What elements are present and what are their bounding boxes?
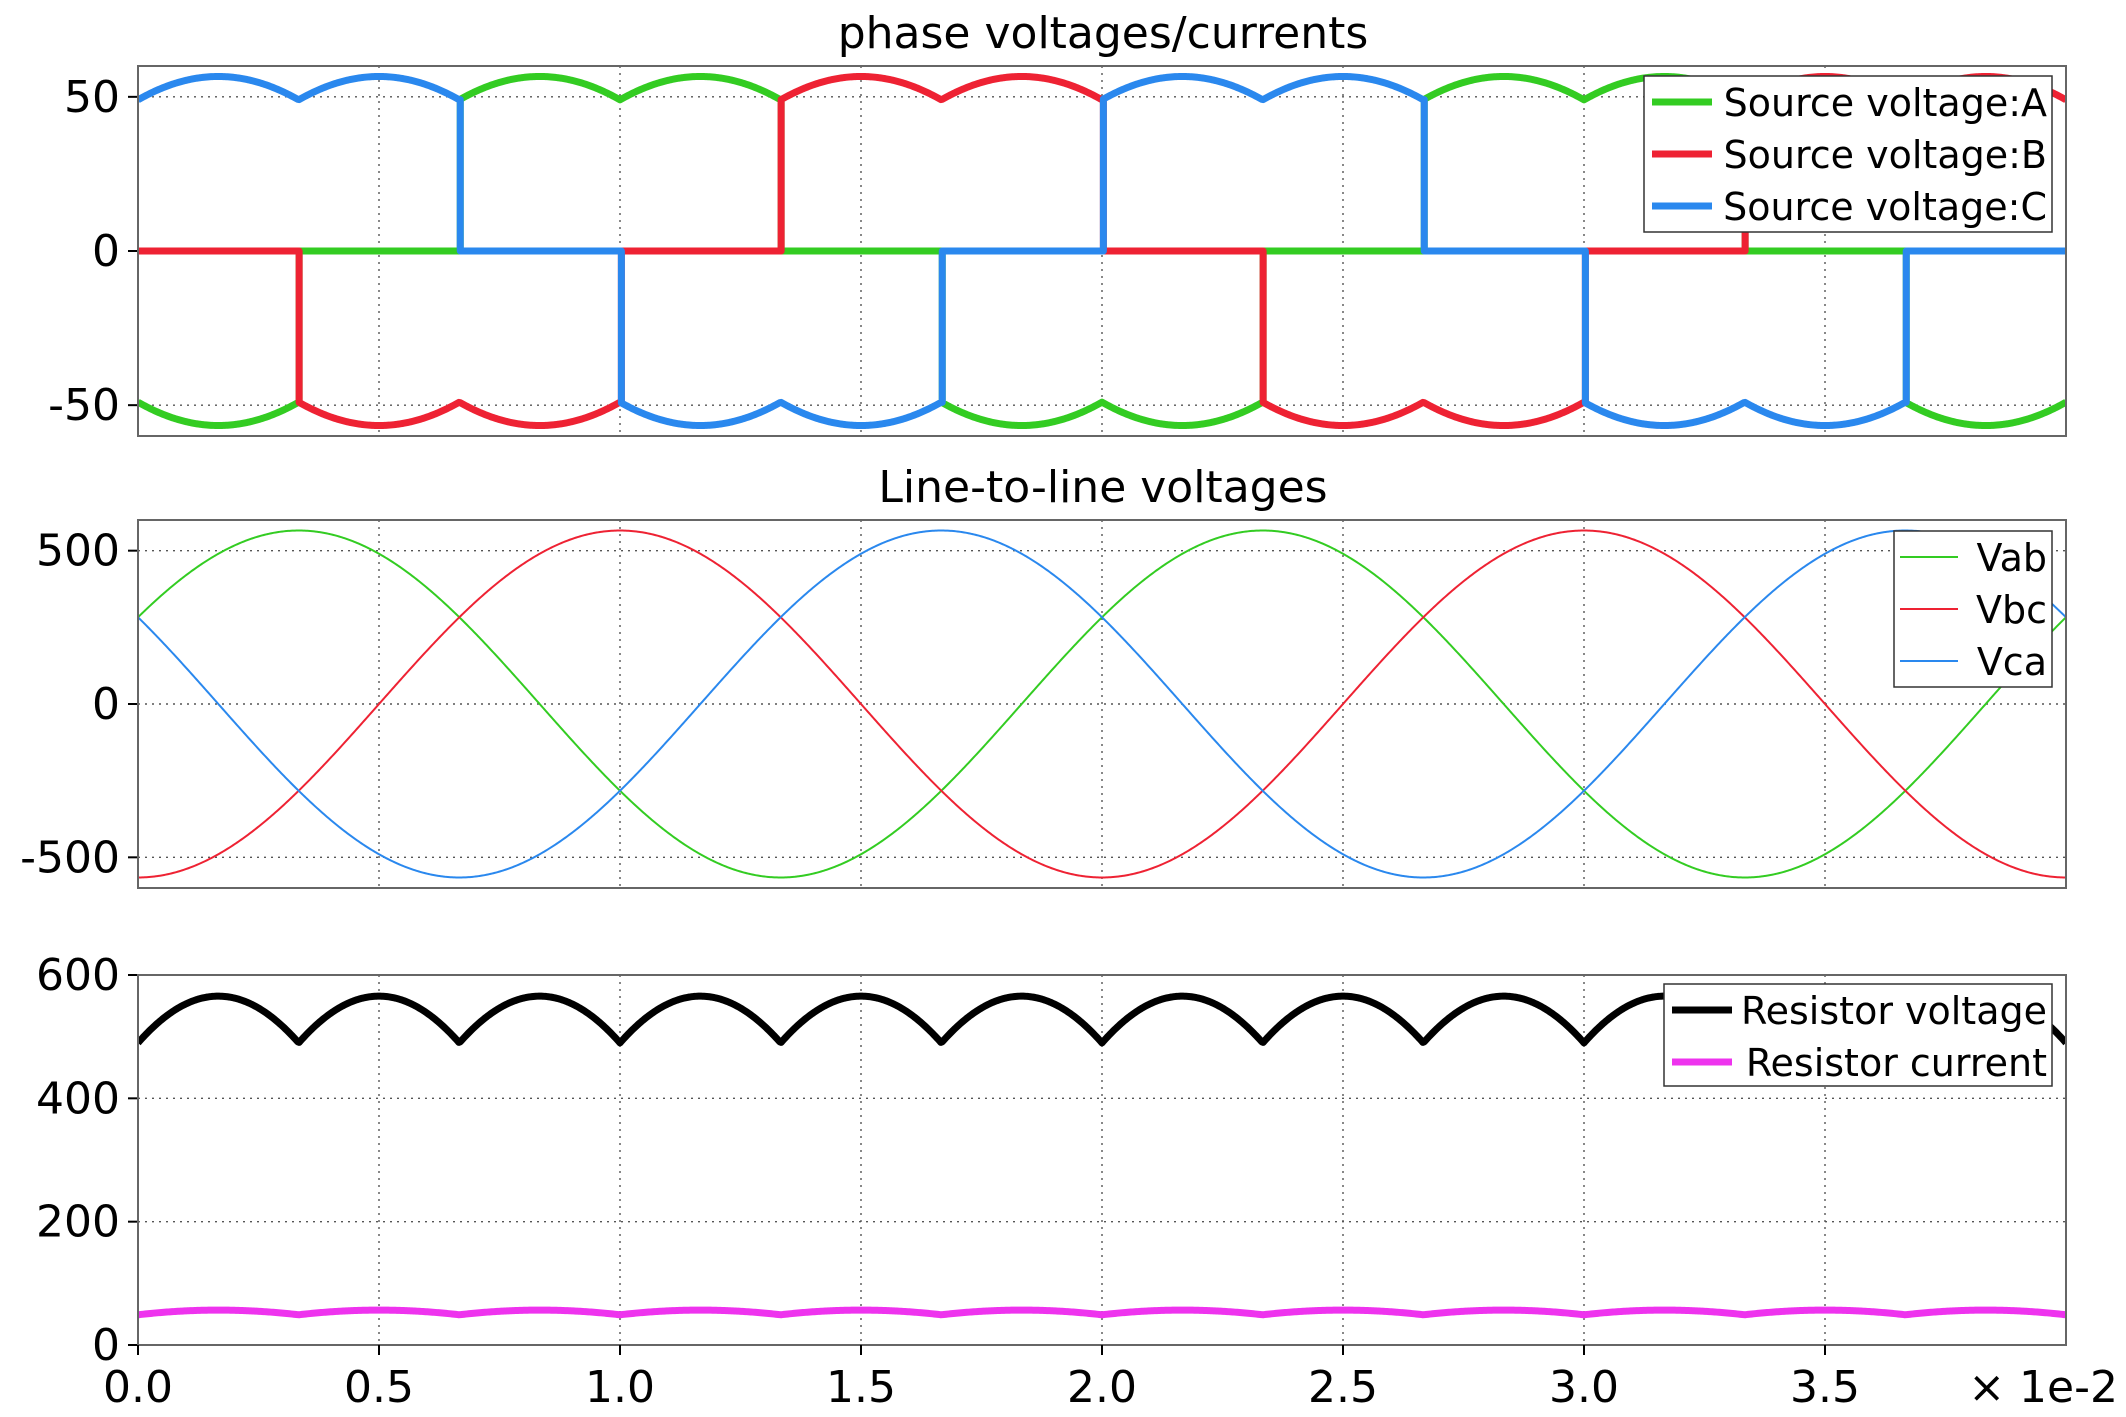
y-tick-label: 0 — [92, 226, 120, 277]
y-tick-label: -500 — [20, 832, 120, 883]
chart-title: phase voltages/currents — [838, 8, 1369, 59]
y-tick-label: 400 — [36, 1073, 120, 1124]
legend: Resistor voltage Resistor current — [1663, 983, 2053, 1087]
legend-label: Source voltage:A — [1724, 81, 2047, 125]
legend: Vab Vbc Vca — [1893, 530, 2053, 688]
line-to-line-voltages-panel: Line-to-line voltages 500 0 -500 Vab Vbc Vca — [20, 462, 2067, 889]
y-tick-label: -50 — [48, 380, 120, 431]
legend-label: Source voltage:C — [1723, 185, 2047, 229]
x-tick-label: 0.0 — [103, 1362, 173, 1413]
x-tick-label: 0.5 — [344, 1362, 414, 1413]
x-tick-label: 2.0 — [1067, 1362, 1137, 1413]
series-line-vca — [138, 529, 2066, 879]
x-tick-label: 3.0 — [1549, 1362, 1619, 1413]
y-tick-label: 0 — [92, 1320, 120, 1371]
y-tick-label: 500 — [36, 526, 120, 577]
x-axis: × 1e-2 0.0 0.5 1.0 1.5 2.0 2.5 3.0 3.5 — [103, 1345, 2118, 1413]
plot-frame — [137, 519, 2067, 889]
y-tick-label: 50 — [64, 72, 120, 123]
legend-label: Source voltage:B — [1724, 133, 2047, 177]
legend-label: Vab — [1977, 536, 2047, 580]
series-line-source-voltage-c — [138, 72, 2066, 430]
x-tick-label: 1.5 — [826, 1362, 896, 1413]
legend-label: Vca — [1977, 640, 2047, 684]
legend: Source voltage:A Source voltage:B Source v… — [1643, 75, 2053, 233]
y-tick-label: 200 — [36, 1197, 120, 1248]
chart-title: Line-to-line voltages — [878, 462, 1327, 513]
legend-label: Vbc — [1976, 588, 2047, 632]
x-tick-label: 1.0 — [585, 1362, 655, 1413]
phase-voltages-panel: phase voltages/currents 50 0 -50 Source vol… — [48, 8, 2067, 437]
legend-box — [1663, 983, 2053, 1087]
x-tick-label: 2.5 — [1308, 1362, 1378, 1413]
legend-label: Resistor voltage — [1741, 989, 2047, 1033]
legend-label: Resistor current — [1746, 1041, 2047, 1085]
resistor-panel: 600 400 200 0 Resistor voltage Resistor curre… — [36, 950, 2067, 1371]
y-tick-label: 0 — [92, 679, 120, 730]
y-tick-label: 600 — [36, 950, 120, 1001]
x-tick-label: 3.5 — [1790, 1362, 1860, 1413]
series-line-resistor-current — [138, 1306, 2066, 1319]
x-axis-multiplier: × 1e-2 — [1968, 1362, 2118, 1413]
plot-frame — [137, 65, 2067, 437]
